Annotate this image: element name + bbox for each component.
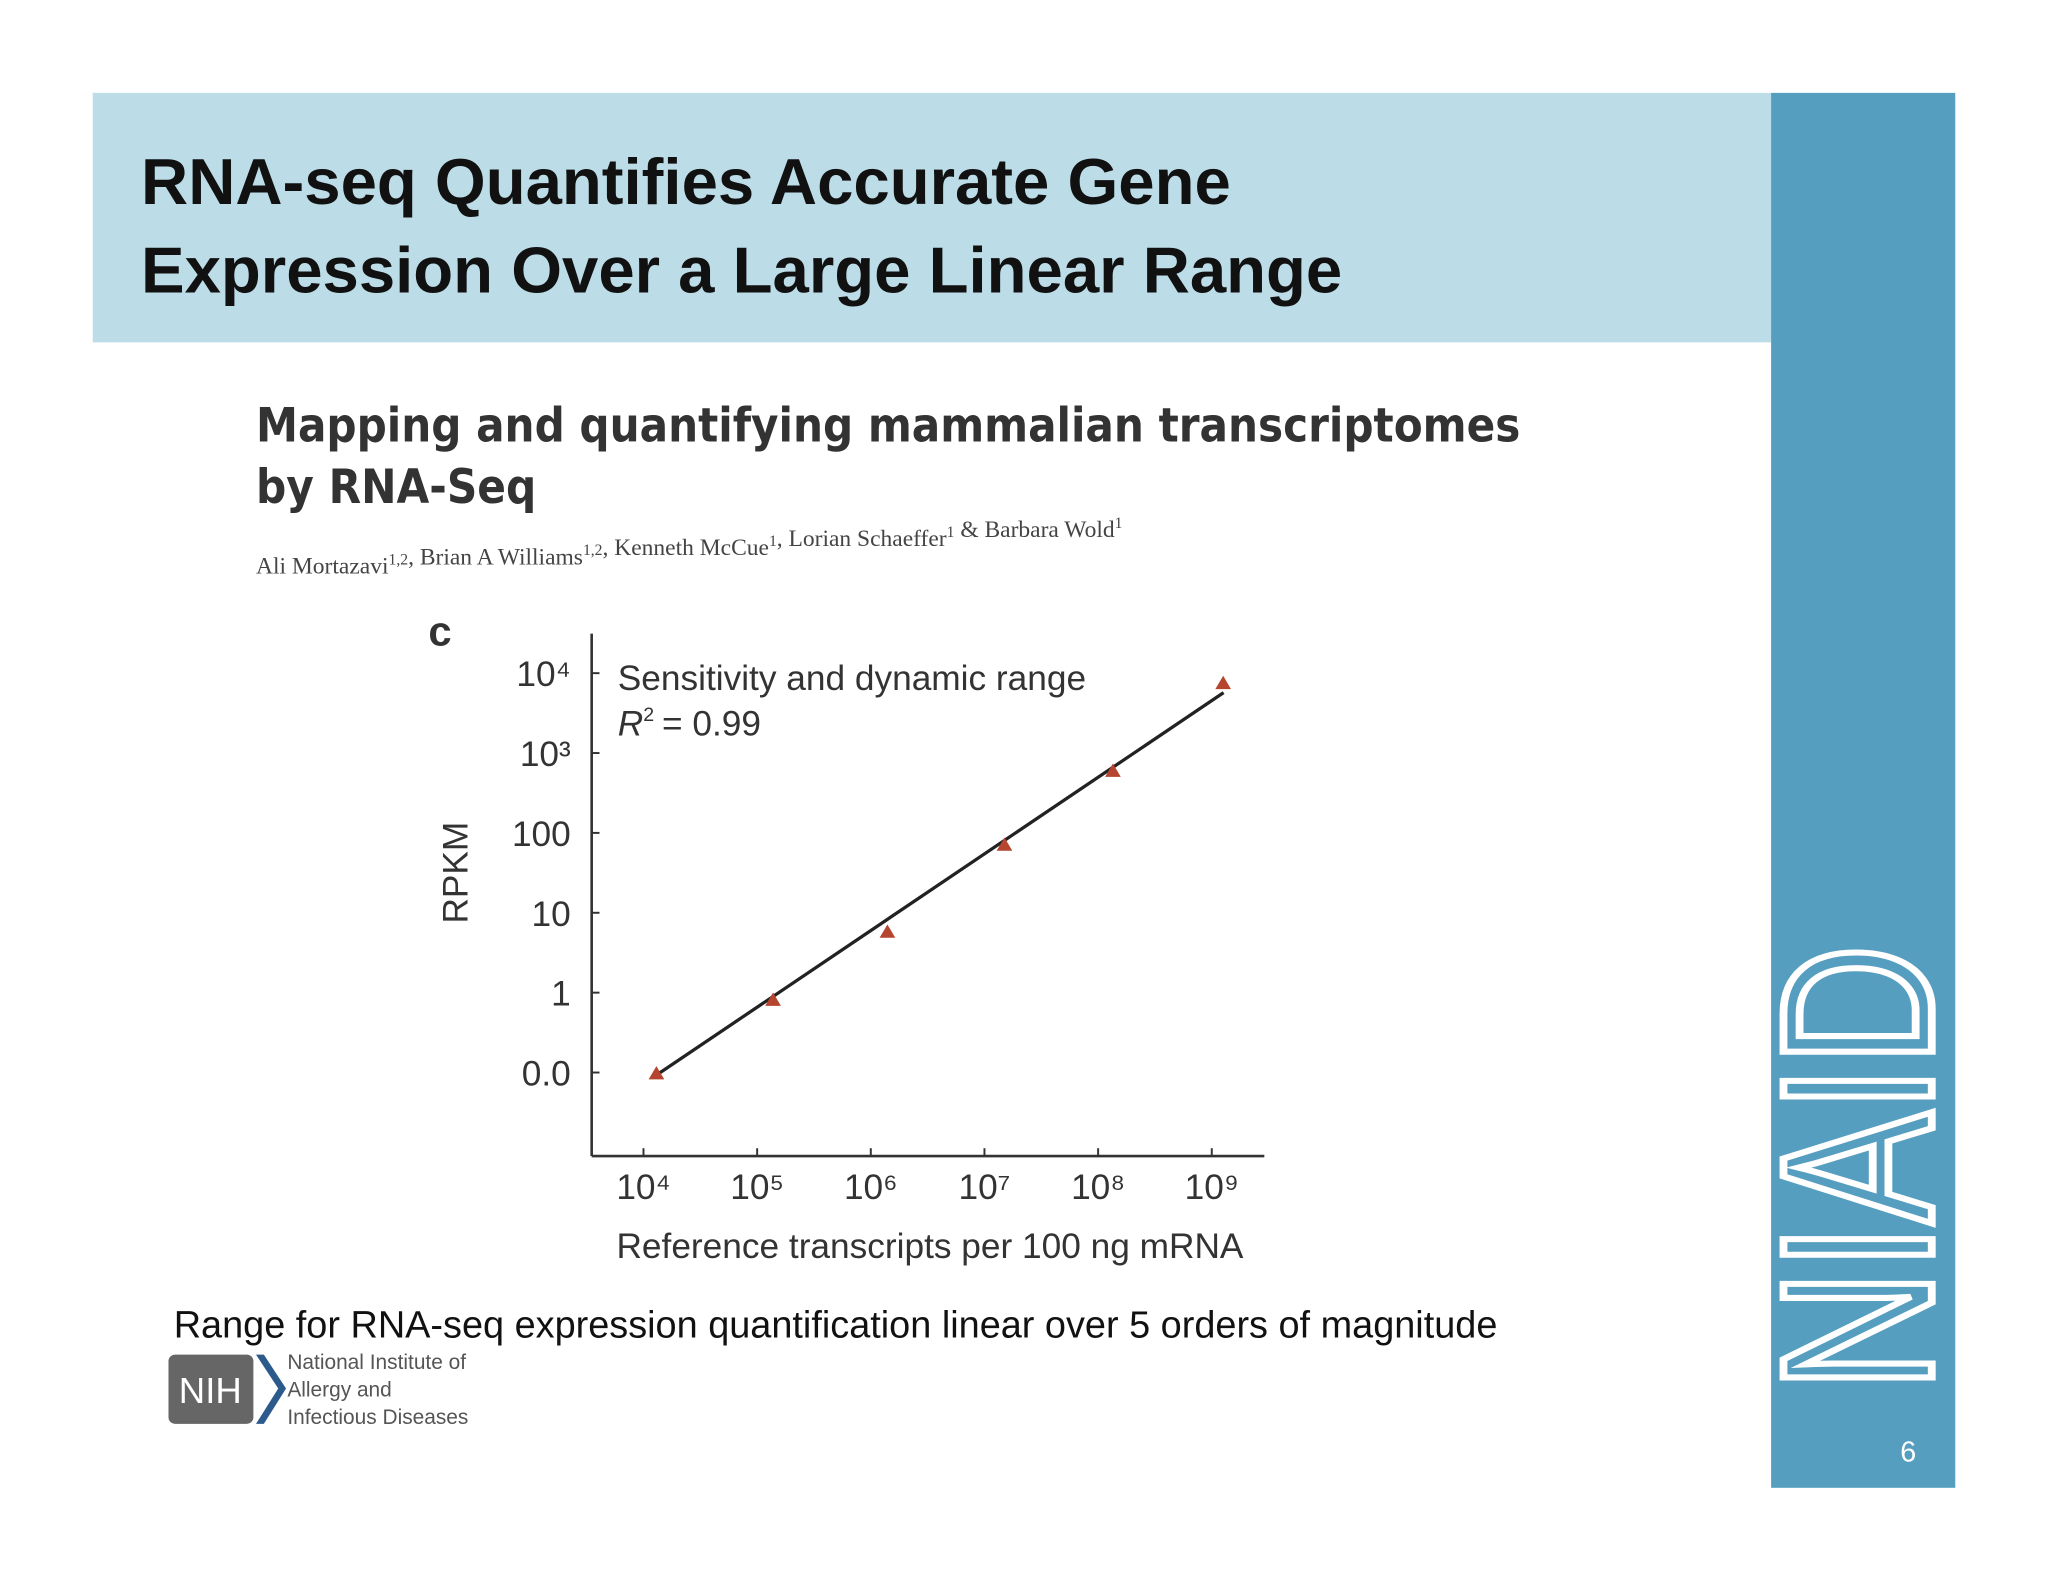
paper-title: by RNA-Seq [256,460,536,515]
author-affiliation: 1 [769,533,777,550]
r2-label: R [618,704,643,743]
y-tick-label: 1 [551,975,571,1014]
y-tick-label: 10 [532,895,571,934]
x-tick-label: 10⁷ [958,1168,1010,1207]
data-point [996,837,1013,851]
paper-title: Mapping and quantifying mammalian transc… [256,399,1520,454]
data-point [648,1066,665,1080]
author-affiliation: 1,2 [583,542,603,559]
data-point [879,924,896,938]
x-tick-label: 10⁶ [844,1168,898,1207]
y-axis-label: RPKM [437,822,476,924]
data-point [1105,763,1121,777]
logo-mark: NIH [179,1370,242,1411]
author-name: Lorian Schaeffer [789,526,947,552]
side-band [1771,92,1956,1488]
x-tick-label: 10⁴ [616,1168,670,1207]
logo-text: Infectious Diseases [287,1406,468,1429]
author-affiliation: 1 [1115,515,1123,532]
separator: , [777,526,789,552]
data-point [1215,675,1232,690]
y-tick-label: 10³ [520,735,571,774]
author-name: Barbara Wold [984,517,1114,543]
r2-sup: 2 [643,704,654,726]
r2-value: = 0.99 [662,704,761,743]
side-label: NIAID [1737,944,1978,1391]
slide-title: RNA-seq Quantifies Accurate Gene [141,145,1231,218]
logo-text: Allergy and [287,1378,391,1401]
header-band [92,92,1772,343]
r2-annotation: R2 = 0.99 [618,704,761,743]
x-tick-label: 10⁸ [1071,1168,1125,1207]
separator: , [408,544,420,570]
author-affiliation: 1 [947,524,955,541]
logo-text: National Institute of [287,1351,466,1374]
page-number: 6 [1900,1437,1916,1469]
chart: c Sensitivity and dynamic range R2 = 0.99… [428,607,1265,1266]
separator: , [603,535,615,561]
x-tick-label: 10⁹ [1185,1168,1239,1207]
y-tick-label: 10⁴ [516,655,570,694]
author-affiliation: 1,2 [388,551,408,568]
logo-chevron [256,1354,287,1424]
data-point [765,992,781,1006]
y-tick-label: 0.0 [522,1055,571,1094]
author-name: Ali Mortazavi [256,554,389,580]
annotation: Sensitivity and dynamic range [618,659,1086,698]
x-tick-label: 10⁵ [730,1168,784,1207]
panel-label: c [428,607,451,654]
nih-logo: NIH National Institute of Allergy and In… [168,1351,468,1429]
author-name: Brian A Williams [420,544,583,570]
separator: & [954,517,984,543]
author-name: Kenneth McCue [614,535,769,561]
fit-line [651,691,1225,1080]
x-axis-label: Reference transcripts per 100 ng mRNA [616,1227,1243,1266]
y-tick-label: 100 [512,815,571,854]
logo-box [168,1354,254,1424]
caption: Range for RNA-seq expression quantificat… [174,1305,1498,1347]
authors: Ali Mortazavi1,2, Brian A Williams1,2, K… [256,515,1122,580]
slide-title: Expression Over a Large Linear Range [141,234,1342,307]
